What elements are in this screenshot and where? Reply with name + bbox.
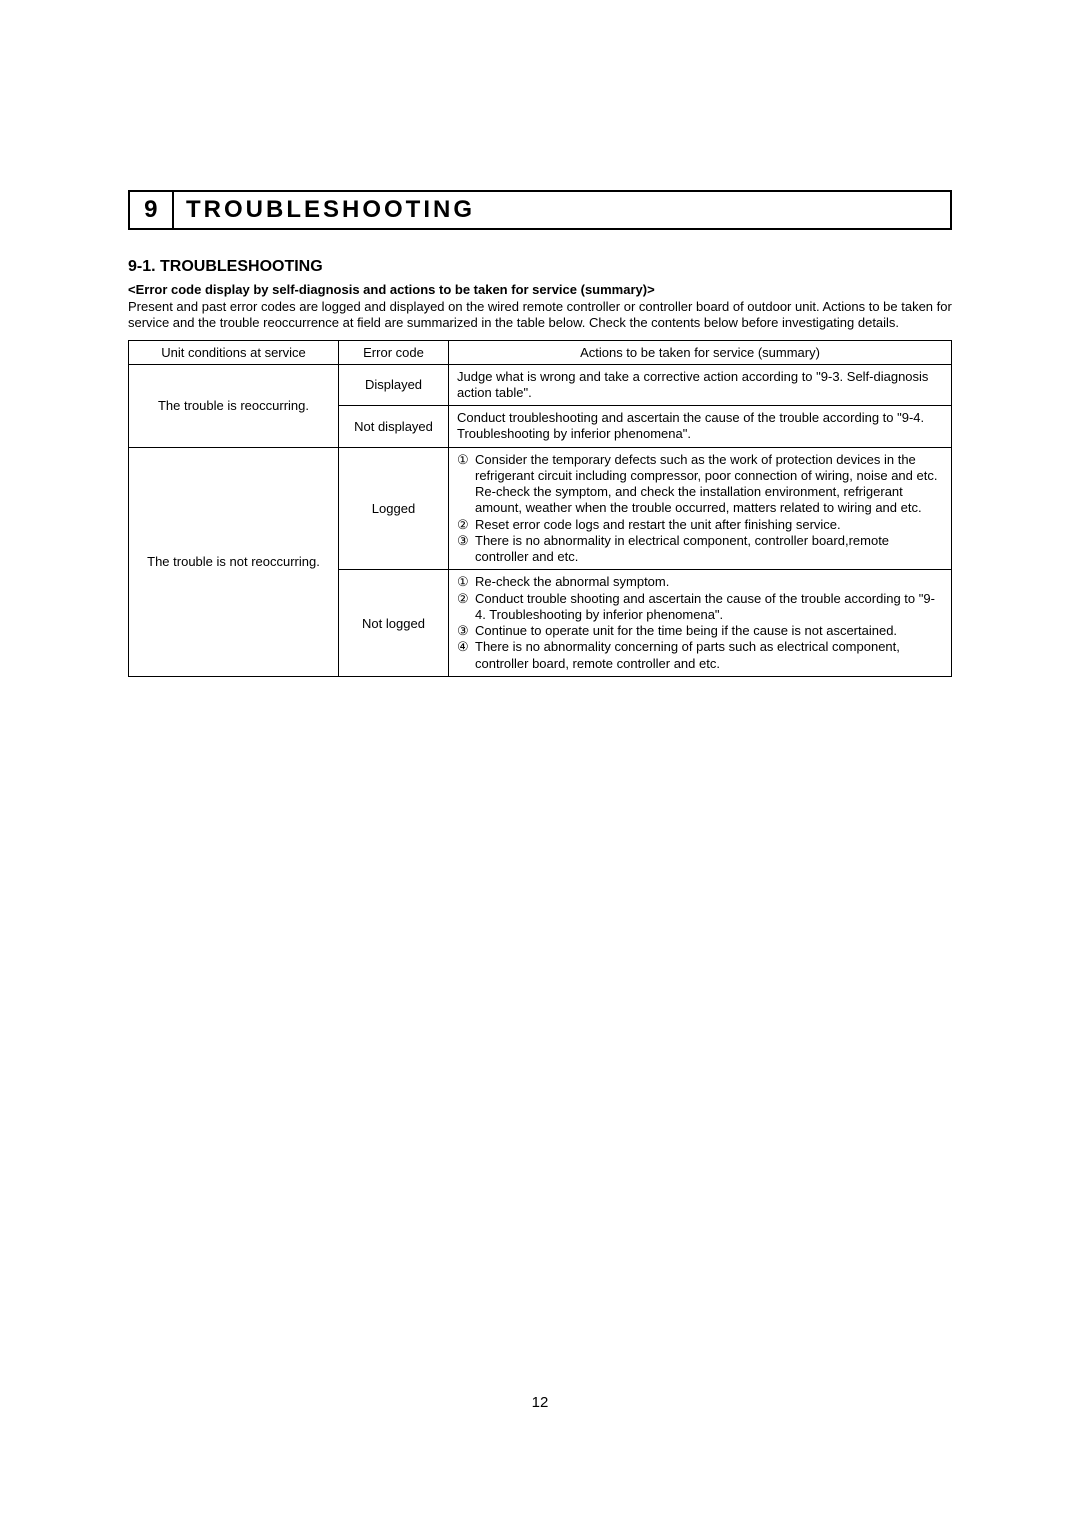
circled-3-icon: ③ bbox=[457, 623, 475, 639]
list-item: ②Reset error code logs and restart the u… bbox=[457, 517, 943, 533]
cell-unit-2: The trouble is not reoccurring. bbox=[129, 447, 339, 676]
table-row: The trouble is reoccurring. Displayed Ju… bbox=[129, 364, 952, 406]
section-number-box: 9 bbox=[128, 190, 174, 230]
circled-1-icon: ① bbox=[457, 452, 475, 468]
list-item: ①Consider the temporary defects such as … bbox=[457, 452, 943, 517]
cell-unit-1: The trouble is reoccurring. bbox=[129, 364, 339, 447]
cell-err-4: Not logged bbox=[339, 570, 449, 677]
circled-2-icon: ② bbox=[457, 591, 475, 607]
list-text: Reset error code logs and restart the un… bbox=[475, 517, 841, 532]
list-item: ④There is no abnormality concerning of p… bbox=[457, 639, 943, 672]
list-item: ②Conduct trouble shooting and ascertain … bbox=[457, 591, 943, 624]
circled-4-icon: ④ bbox=[457, 639, 475, 655]
cell-err-2: Not displayed bbox=[339, 406, 449, 448]
list-text: Re-check the abnormal symptom. bbox=[475, 574, 669, 589]
section-number: 9 bbox=[144, 196, 158, 224]
th-unit: Unit conditions at service bbox=[129, 340, 339, 364]
list-text: There is no abnormality concerning of pa… bbox=[475, 639, 900, 670]
section-title-box: TROUBLESHOOTING bbox=[174, 190, 952, 230]
table-row: The trouble is not reoccurring. Logged ①… bbox=[129, 447, 952, 570]
cell-err-1: Displayed bbox=[339, 364, 449, 406]
table-header-row: Unit conditions at service Error code Ac… bbox=[129, 340, 952, 364]
cell-act-1: Judge what is wrong and take a correctiv… bbox=[449, 364, 952, 406]
list-item: ①Re-check the abnormal symptom. bbox=[457, 574, 943, 590]
section-title-row: 9 TROUBLESHOOTING bbox=[128, 190, 952, 230]
cell-err-3: Logged bbox=[339, 447, 449, 570]
list-item: ③Continue to operate unit for the time b… bbox=[457, 623, 943, 639]
th-err: Error code bbox=[339, 340, 449, 364]
th-act: Actions to be taken for service (summary… bbox=[449, 340, 952, 364]
cell-act-2: Conduct troubleshooting and ascertain th… bbox=[449, 406, 952, 448]
page-number: 12 bbox=[0, 1394, 1080, 1411]
cell-act-4: ①Re-check the abnormal symptom. ②Conduct… bbox=[449, 570, 952, 677]
list-text: There is no abnormality in electrical co… bbox=[475, 533, 889, 564]
troubleshooting-table: Unit conditions at service Error code Ac… bbox=[128, 340, 952, 677]
cell-act-3: ①Consider the temporary defects such as … bbox=[449, 447, 952, 570]
list-text: Conduct trouble shooting and ascertain t… bbox=[475, 591, 935, 622]
intro-paragraph: Present and past error codes are logged … bbox=[128, 299, 952, 332]
circled-2-icon: ② bbox=[457, 517, 475, 533]
circled-1-icon: ① bbox=[457, 574, 475, 590]
section-title: TROUBLESHOOTING bbox=[186, 196, 475, 224]
list-text: Consider the temporary defects such as t… bbox=[475, 452, 937, 516]
list-item: ③There is no abnormality in electrical c… bbox=[457, 533, 943, 566]
page: 9 TROUBLESHOOTING 9-1. TROUBLESHOOTING <… bbox=[0, 0, 1080, 1531]
intro-bold: <Error code display by self-diagnosis an… bbox=[128, 282, 952, 297]
circled-3-icon: ③ bbox=[457, 533, 475, 549]
list-text: Continue to operate unit for the time be… bbox=[475, 623, 897, 638]
sub-heading: 9-1. TROUBLESHOOTING bbox=[128, 258, 952, 276]
